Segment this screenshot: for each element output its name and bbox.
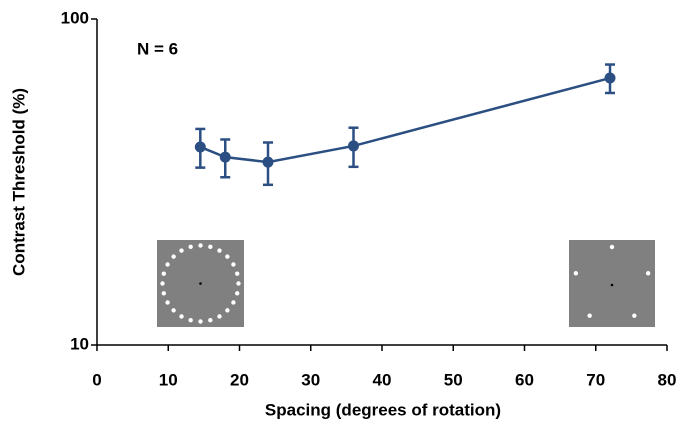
stimulus-dot	[225, 254, 230, 259]
stimulus-dot	[160, 281, 165, 286]
stimulus-dot	[231, 300, 236, 305]
x-tick-label: 10	[159, 370, 178, 389]
stimulus-dot	[587, 313, 592, 318]
stimulus-dot	[171, 254, 176, 259]
stimulus-dot	[198, 319, 203, 324]
stimulus-dot	[231, 262, 236, 267]
stimulus-dot	[161, 271, 166, 276]
stimulus-dot	[632, 313, 637, 318]
series-line	[199, 76, 611, 164]
stimulus-dot	[198, 243, 203, 248]
x-tick-label: 20	[230, 370, 249, 389]
stimulus-dot	[188, 318, 193, 323]
data-point	[219, 151, 231, 163]
x-tick-label: 60	[515, 370, 534, 389]
x-tick-label: 30	[301, 370, 320, 389]
stimulus-dot	[235, 271, 240, 276]
stimulus-dot	[171, 308, 176, 313]
fixation-dot	[199, 282, 202, 285]
y-tick-label: 10	[70, 334, 89, 353]
x-tick-label: 0	[92, 370, 101, 389]
data-point	[194, 141, 206, 153]
stimulus-dot	[179, 248, 184, 253]
stimulus-dot	[161, 291, 166, 296]
x-axis-label: Spacing (degrees of rotation)	[265, 400, 501, 419]
data-point	[348, 140, 359, 152]
fixation-dot	[610, 283, 614, 287]
x-tick-label: 50	[444, 370, 463, 389]
stimulus-dot	[225, 308, 230, 313]
stimulus-dot	[165, 262, 170, 267]
stimulus-dot	[235, 291, 240, 296]
stimulus-dot	[236, 281, 241, 286]
data-point	[604, 72, 616, 84]
y-tick-label: 100	[61, 8, 89, 27]
stimulus-dot	[645, 271, 651, 276]
stimulus-dot	[165, 300, 170, 305]
stimulus-dot	[208, 244, 213, 249]
stimulus-inset	[569, 240, 655, 327]
stimulus-dot	[188, 244, 193, 249]
stimulus-dot	[217, 248, 222, 253]
stimulus-dot	[208, 318, 213, 323]
stimulus-inset	[157, 240, 244, 327]
annotation: N = 6	[137, 39, 178, 58]
stimulus-dot	[609, 244, 615, 250]
stimulus-dot	[179, 314, 184, 319]
y-axis-label: Contrast Threshold (%)	[9, 88, 28, 276]
x-tick-label: 40	[373, 370, 392, 389]
x-tick-label: 80	[658, 370, 677, 389]
x-tick-label: 70	[586, 370, 605, 389]
stimulus-dot	[573, 271, 579, 276]
stimulus-dot	[217, 314, 222, 319]
data-point	[262, 156, 274, 168]
